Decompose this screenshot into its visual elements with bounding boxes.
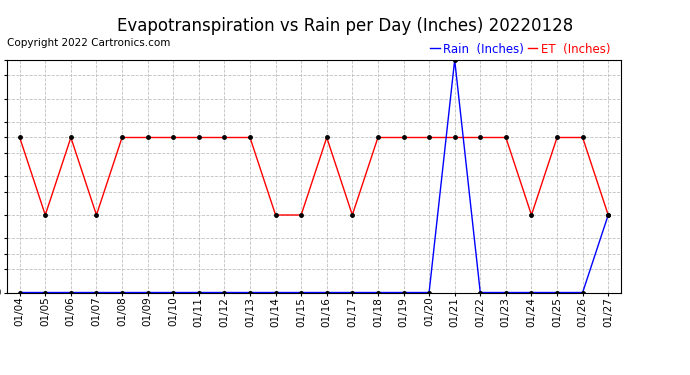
Text: Copyright 2022 Cartronics.com: Copyright 2022 Cartronics.com [7, 38, 170, 48]
Legend: Rain  (Inches), ET  (Inches): Rain (Inches), ET (Inches) [426, 38, 615, 60]
Text: Evapotranspiration vs Rain per Day (Inches) 20220128: Evapotranspiration vs Rain per Day (Inch… [117, 17, 573, 35]
